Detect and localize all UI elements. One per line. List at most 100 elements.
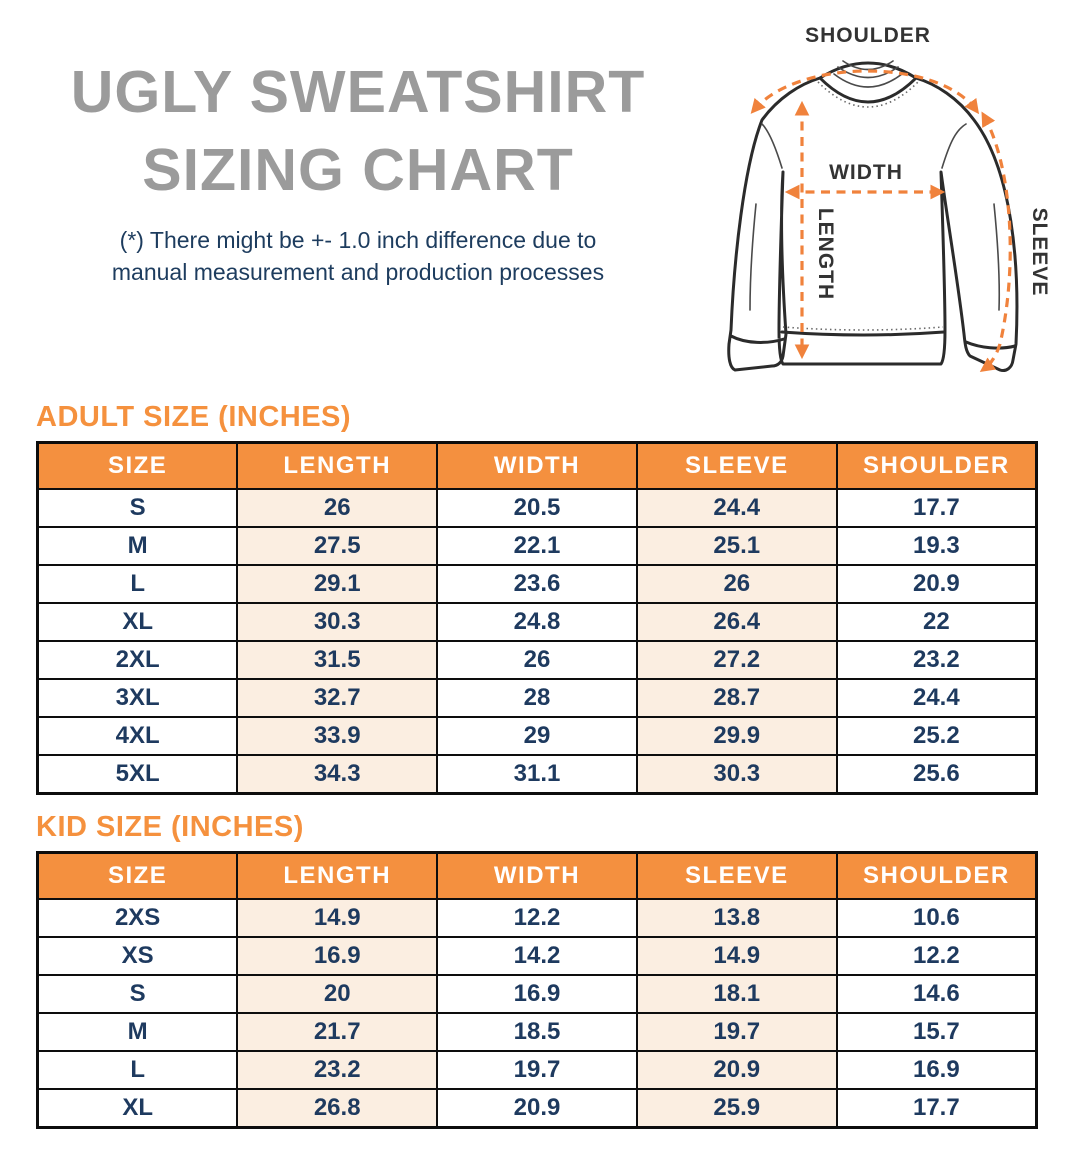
left-armpit-seam [761, 123, 783, 169]
value-cell: 10.6 [835, 898, 1038, 938]
value-cell: 13.8 [635, 898, 838, 938]
value-cell: 25.9 [635, 1088, 838, 1129]
sweatshirt-body-outline [727, 76, 1019, 372]
value-cell: 20.9 [635, 1050, 838, 1090]
size-cell: XL [36, 602, 239, 642]
table-row: 4XL 33.9 29 29.9 25.2 [36, 716, 1038, 756]
adult-size-table: SIZE LENGTH WIDTH SLEEVE SHOULDER S 26 20.5 24.4… [36, 441, 1038, 795]
size-cell: 2XS [36, 898, 239, 938]
kid-size-table: SIZE LENGTH WIDTH SLEEVE SHOULDER 2XS 14.9 12.2… [36, 851, 1038, 1129]
left-cuff-line [729, 334, 786, 344]
value-cell: 14.9 [635, 936, 838, 976]
size-cell: XL [36, 1088, 239, 1129]
value-cell: 19.7 [635, 1012, 838, 1052]
value-cell: 26.8 [236, 1088, 439, 1129]
value-cell: 16.9 [436, 974, 638, 1014]
size-cell: 3XL [36, 678, 239, 718]
size-cell: L [36, 564, 239, 604]
sleeve-label: SLEEVE [1028, 208, 1051, 297]
value-cell: 29 [436, 716, 638, 756]
value-cell: 20.9 [436, 1088, 638, 1129]
value-cell: 26 [236, 488, 439, 528]
shoulder-label: SHOULDER [805, 24, 931, 47]
table-row: S 20 16.9 18.1 14.6 [36, 974, 1038, 1014]
value-cell: 26 [635, 564, 838, 604]
column-header: SLEEVE [635, 441, 838, 490]
column-header: WIDTH [436, 851, 638, 900]
page-title-line1: UGLY SWEATSHIRT [70, 59, 646, 125]
sweatshirt-diagram: SHOULDER WIDTH LENGTH SLEEVE [716, 14, 1060, 399]
value-cell: 21.7 [236, 1012, 439, 1052]
disclaimer-text: (*) There might be +- 1.0 inch differenc… [0, 224, 716, 288]
value-cell: 14.2 [436, 936, 638, 976]
size-cell: 4XL [36, 716, 239, 756]
value-cell: 23.2 [835, 640, 1038, 680]
length-label: LENGTH [814, 208, 837, 300]
value-cell: 29.1 [236, 564, 439, 604]
adult-size-heading: ADULT SIZE (INCHES) [36, 401, 352, 433]
width-label: WIDTH [829, 161, 903, 184]
size-cell: M [36, 1012, 239, 1052]
column-header: SIZE [36, 851, 239, 900]
column-header: WIDTH [436, 441, 638, 490]
table-row: XL 26.8 20.9 25.9 17.7 [36, 1088, 1038, 1129]
size-cell: M [36, 526, 239, 566]
value-cell: 33.9 [236, 716, 439, 756]
value-cell: 27.5 [236, 526, 439, 566]
value-cell: 14.9 [236, 898, 439, 938]
value-cell: 23.6 [436, 564, 638, 604]
size-cell: 2XL [36, 640, 239, 680]
value-cell: 26.4 [635, 602, 838, 642]
value-cell: 27.2 [635, 640, 838, 680]
value-cell: 31.1 [436, 754, 638, 795]
size-cell: L [36, 1050, 239, 1090]
column-header: SHOULDER [835, 441, 1038, 490]
value-cell: 19.7 [436, 1050, 638, 1090]
hem-band-line [780, 330, 946, 337]
table-row: M 27.5 22.1 25.1 19.3 [36, 526, 1038, 566]
column-header: LENGTH [236, 441, 439, 490]
value-cell: 24.8 [436, 602, 638, 642]
table-row: 2XL 31.5 26 27.2 23.2 [36, 640, 1038, 680]
hem-stitching [782, 326, 944, 331]
column-header: LENGTH [236, 851, 439, 900]
size-cell: S [36, 974, 239, 1014]
value-cell: 28 [436, 678, 638, 718]
value-cell: 26 [436, 640, 638, 680]
value-cell: 17.7 [835, 1088, 1038, 1129]
title-block: UGLY SWEATSHIRT SIZING CHART (*) There m… [0, 14, 716, 399]
header-section: UGLY SWEATSHIRT SIZING CHART (*) There m… [0, 0, 1074, 399]
value-cell: 29.9 [635, 716, 838, 756]
value-cell: 22 [835, 602, 1038, 642]
value-cell: 22.1 [436, 526, 638, 566]
value-cell: 20 [236, 974, 439, 1014]
value-cell: 31.5 [236, 640, 439, 680]
table-row: XL 30.3 24.8 26.4 22 [36, 602, 1038, 642]
value-cell: 23.2 [236, 1050, 439, 1090]
value-cell: 18.1 [635, 974, 838, 1014]
page-title: UGLY SWEATSHIRT SIZING CHART [0, 54, 716, 210]
value-cell: 25.1 [635, 526, 838, 566]
value-cell: 24.4 [835, 678, 1038, 718]
table-row: 3XL 32.7 28 28.7 24.4 [36, 678, 1038, 718]
value-cell: 25.2 [835, 716, 1038, 756]
size-cell: 5XL [36, 754, 239, 795]
size-cell: S [36, 488, 239, 528]
value-cell: 15.7 [835, 1012, 1038, 1052]
value-cell: 18.5 [436, 1012, 638, 1052]
value-cell: 16.9 [835, 1050, 1038, 1090]
value-cell: 28.7 [635, 678, 838, 718]
table-row: 2XS 14.9 12.2 13.8 10.6 [36, 898, 1038, 938]
left-sleeve-fold [749, 203, 757, 311]
column-header: SIZE [36, 441, 239, 490]
table-row: XS 16.9 14.2 14.9 12.2 [36, 936, 1038, 976]
size-cell: XS [36, 936, 239, 976]
value-cell: 12.2 [436, 898, 638, 938]
value-cell: 20.9 [835, 564, 1038, 604]
value-cell: 34.3 [236, 754, 439, 795]
value-cell: 12.2 [835, 936, 1038, 976]
column-header: SHOULDER [835, 851, 1038, 900]
collar-fold-line-2 [837, 66, 899, 79]
table-row: S 26 20.5 24.4 17.7 [36, 488, 1038, 528]
